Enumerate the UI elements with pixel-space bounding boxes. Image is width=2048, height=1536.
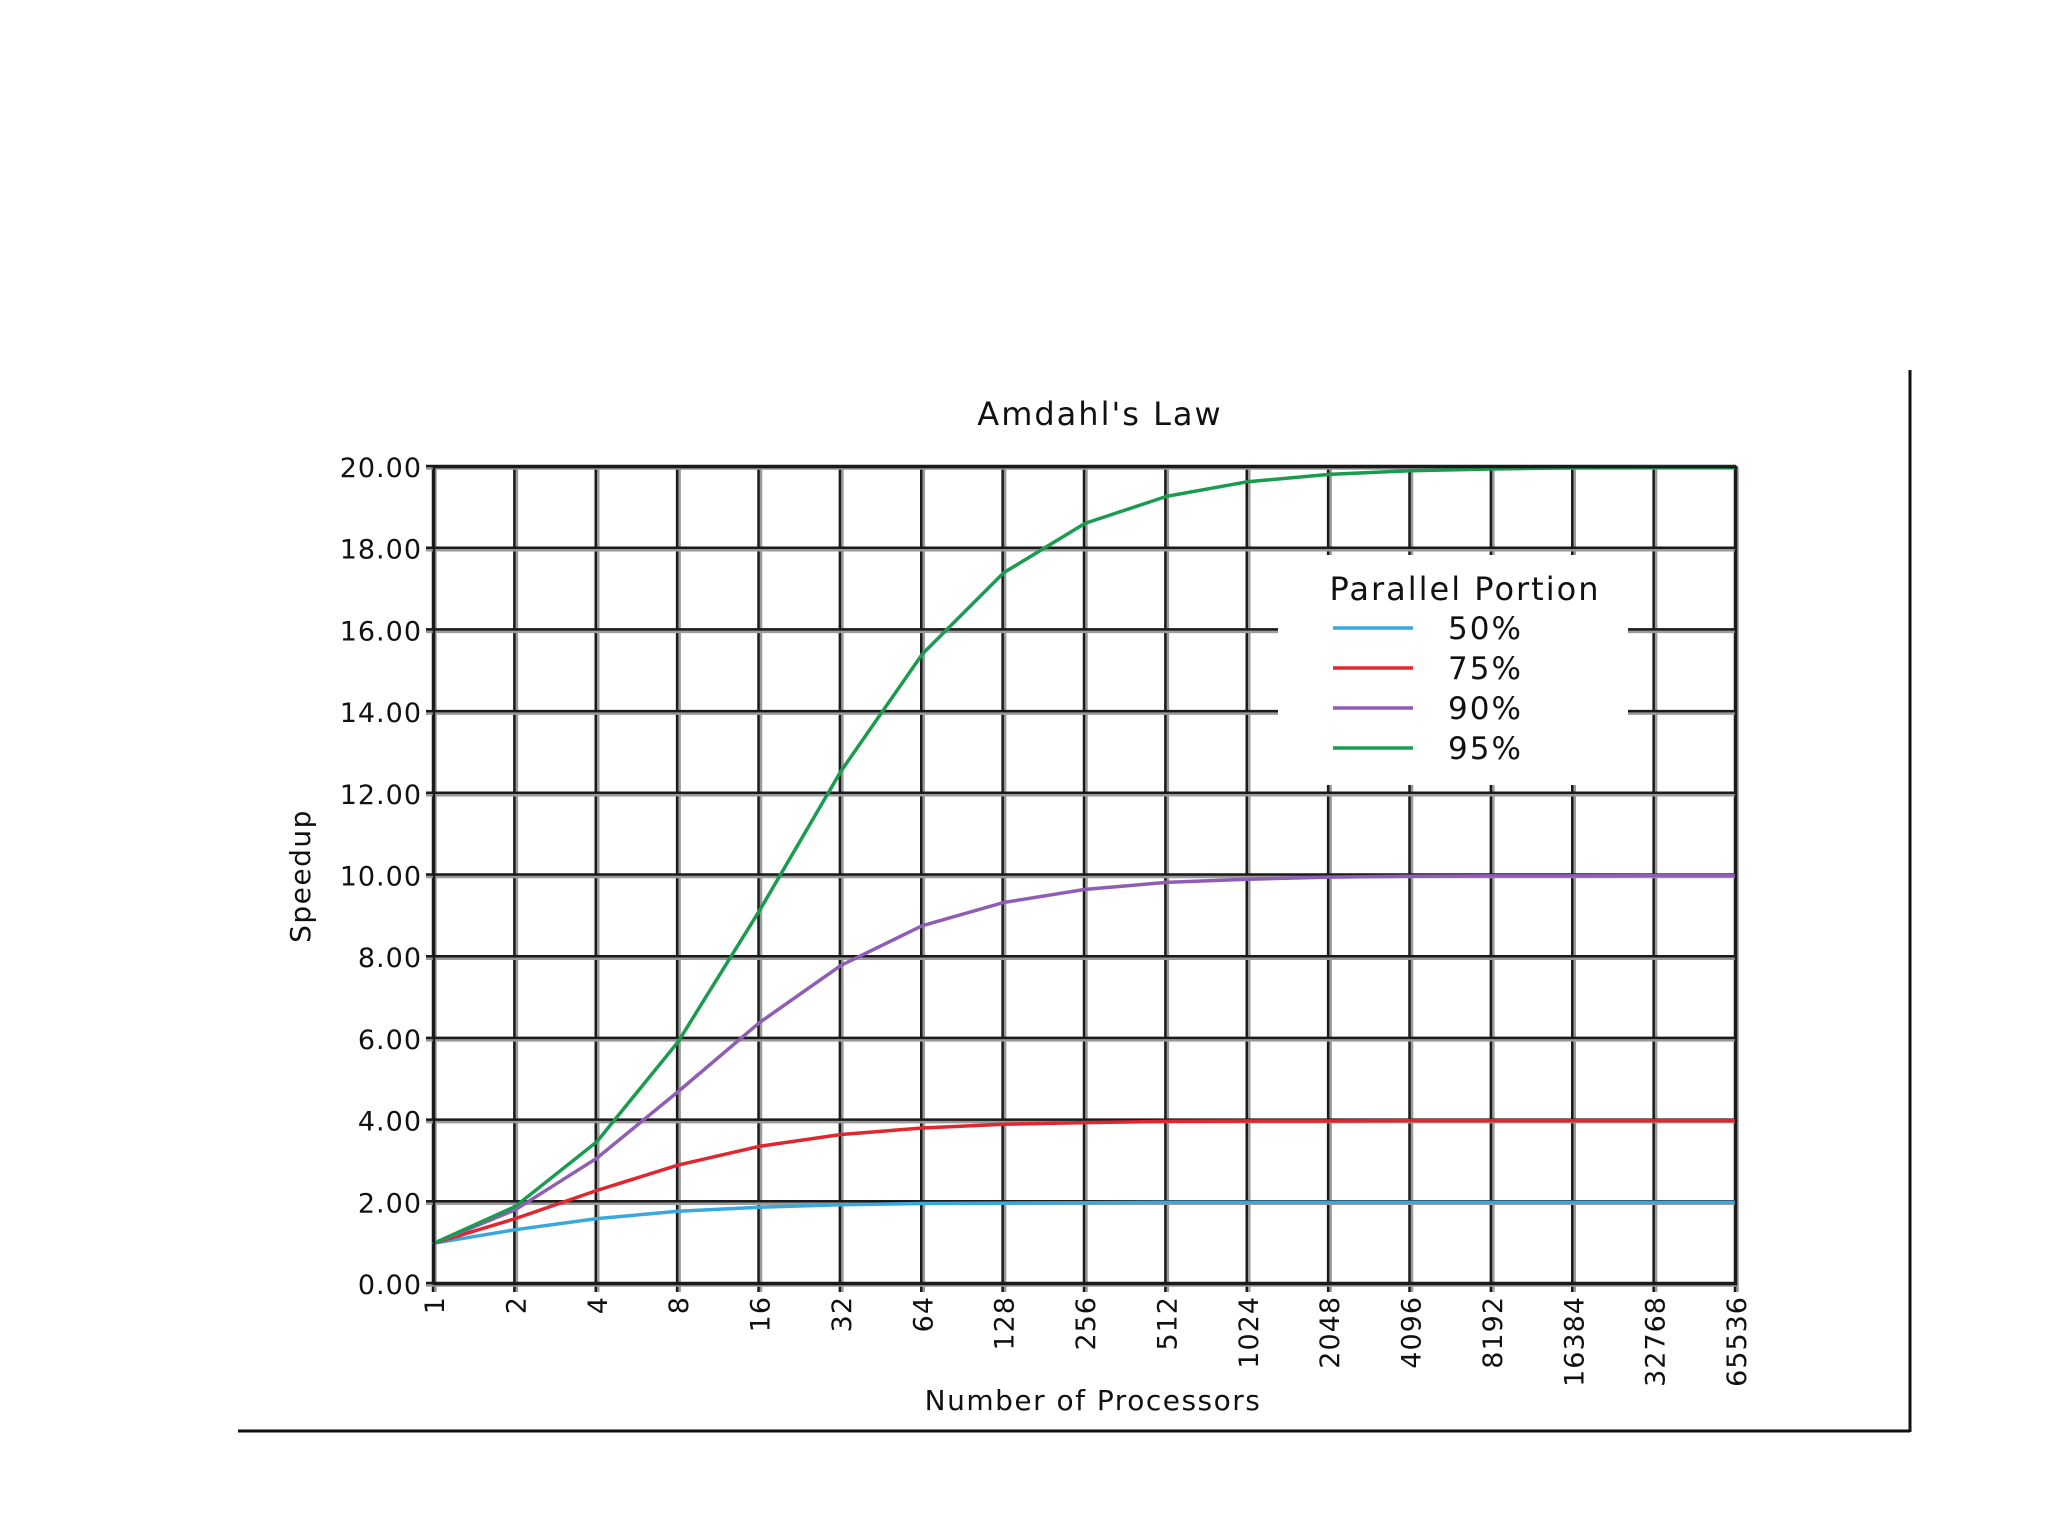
x-tick-label: 8 (664, 1296, 695, 1314)
x-tick-label: 2048 (1315, 1296, 1346, 1369)
y-tick-label: 10.00 (340, 862, 422, 893)
y-tick-label: 20.00 (340, 453, 422, 484)
y-axis-ticks: 0.00 2.00 4.00 6.00 8.00 10.00 12.00 14.00 16.00… (340, 453, 422, 1301)
series-line-75-percent (432, 1118, 1738, 1245)
legend-title: Parallel Portion (1330, 570, 1601, 608)
x-axis-label: Number of Processors (925, 1384, 1262, 1417)
series-line-50-percent (432, 1200, 1738, 1245)
legend-item-label: 95% (1448, 731, 1523, 767)
y-tick-label: 14.00 (340, 698, 422, 729)
x-tick-label: 2 (501, 1296, 532, 1314)
chart-title: Amdahl's Law (977, 395, 1222, 433)
legend-item-label: 50% (1448, 611, 1523, 647)
x-tick-label: 16 (746, 1296, 777, 1332)
x-tick-label: 4 (583, 1296, 614, 1314)
x-tick-label: 32768 (1641, 1296, 1672, 1387)
legend-item-label: 90% (1448, 691, 1523, 727)
x-tick-label: 128 (990, 1296, 1021, 1351)
x-axis-ticks: 1 2 4 8 16 32 64 128 256 512 1024 2048 4096 8192 16384… (420, 1296, 1753, 1387)
y-tick-label: 2.00 (358, 1188, 422, 1219)
y-axis-label: Speedup (284, 809, 317, 943)
series-lines (432, 465, 1738, 1245)
legend: Parallel Portion 50% 75% 90% 95% (1278, 555, 1628, 785)
y-tick-label: 16.00 (340, 616, 422, 647)
series-line-90-percent (432, 873, 1738, 1245)
x-tick-label: 8192 (1478, 1296, 1509, 1369)
y-tick-label: 0.00 (358, 1270, 422, 1301)
y-tick-label: 12.00 (340, 780, 422, 811)
x-tick-label: 65536 (1722, 1296, 1753, 1387)
x-tick-label: 64 (908, 1296, 939, 1332)
x-tick-label: 4096 (1397, 1296, 1428, 1369)
y-tick-label: 18.00 (340, 535, 422, 566)
x-tick-label: 512 (1152, 1296, 1183, 1351)
y-tick-label: 6.00 (358, 1025, 422, 1056)
x-tick-label: 256 (1071, 1296, 1102, 1351)
y-tick-label: 8.00 (358, 943, 422, 974)
x-tick-label: 32 (827, 1296, 858, 1332)
series-line-95-percent (432, 465, 1738, 1245)
y-tick-label: 4.00 (358, 1107, 422, 1138)
x-tick-label: 1024 (1234, 1296, 1265, 1369)
plot-area-border (432, 465, 1738, 1286)
x-tick-label: 1 (420, 1296, 451, 1314)
x-tick-label: 16384 (1559, 1296, 1590, 1387)
legend-item-label: 75% (1448, 651, 1523, 687)
